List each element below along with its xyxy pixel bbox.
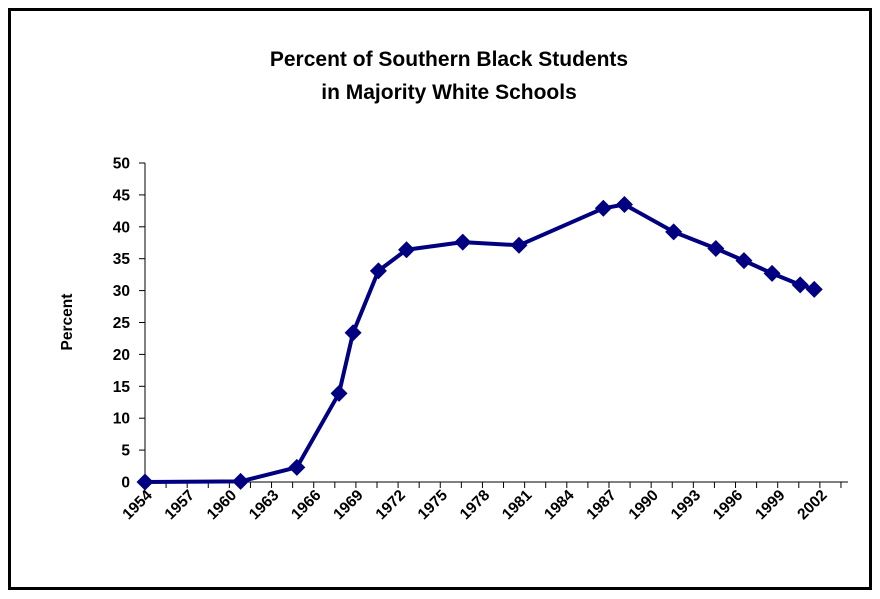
y-tick-label: 20 xyxy=(113,347,130,364)
data-point-marker xyxy=(398,241,416,259)
y-tick-label: 45 xyxy=(113,187,131,204)
data-point-marker xyxy=(615,195,633,213)
chart-frame xyxy=(8,8,872,590)
data-point-marker xyxy=(369,262,387,280)
x-tick-label: 1972 xyxy=(373,487,409,523)
y-tick-label: 30 xyxy=(113,283,130,300)
x-tick-label: 1954 xyxy=(119,487,156,524)
data-point-marker xyxy=(707,239,725,257)
data-point-marker xyxy=(735,252,753,270)
chart-title-line-1: Percent of Southern Black Students xyxy=(270,48,628,71)
x-tick-label: 1990 xyxy=(626,487,662,523)
data-point-marker xyxy=(510,236,528,254)
x-tick-label: 1981 xyxy=(499,487,536,524)
data-point-marker xyxy=(763,264,781,282)
data-point-marker xyxy=(330,384,348,402)
y-axis-label: Percent xyxy=(59,294,76,351)
data-point-marker xyxy=(594,199,612,217)
data-point-marker xyxy=(791,276,809,294)
data-point-marker xyxy=(665,223,683,241)
x-tick-label: 1975 xyxy=(415,487,452,524)
x-tick-label: 1960 xyxy=(204,487,240,523)
y-tick-label: 35 xyxy=(113,251,131,268)
chart-title-line-2: in Majority White Schools xyxy=(321,81,577,104)
data-point-marker xyxy=(136,473,154,491)
x-tick-label: 1966 xyxy=(288,487,325,524)
x-tick-label: 1978 xyxy=(457,487,494,524)
y-tick-label: 15 xyxy=(113,379,131,396)
x-tick-label: 1969 xyxy=(330,487,367,524)
data-point-marker xyxy=(454,233,472,251)
y-tick-label: 10 xyxy=(113,411,130,428)
x-tick-label: 1963 xyxy=(246,487,283,524)
y-tick-label: 0 xyxy=(121,475,130,492)
x-tick-label: 1957 xyxy=(162,487,198,523)
x-tick-label: 1993 xyxy=(668,487,705,524)
data-point-marker xyxy=(288,458,306,476)
x-tick-label: 1984 xyxy=(541,487,578,524)
x-tick-label: 1999 xyxy=(752,487,789,524)
data-point-marker xyxy=(232,472,250,490)
axes: 0 5 10 15 20 25 30 35 40 45 50 1954 1957 1960 1963 1966… xyxy=(113,156,848,524)
data-point-marker xyxy=(805,280,823,298)
x-tick-label: 1996 xyxy=(710,487,747,524)
y-tick-label: 5 xyxy=(121,443,130,460)
series-layer xyxy=(136,195,823,491)
y-tick-label: 50 xyxy=(113,156,130,173)
y-tick-label: 25 xyxy=(113,315,131,332)
data-point-marker xyxy=(344,324,362,342)
y-tick-label: 40 xyxy=(113,219,130,236)
x-tick-label: 2002 xyxy=(794,487,830,523)
x-tick-label: 1987 xyxy=(583,487,619,523)
